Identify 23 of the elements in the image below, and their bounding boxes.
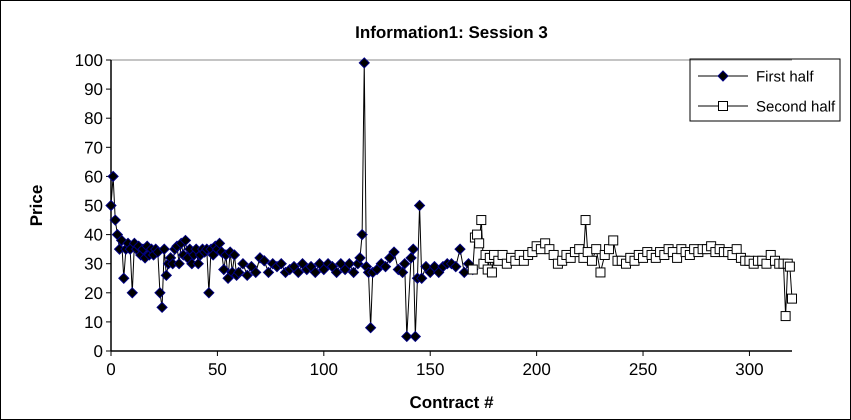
y-tick-label: 90 [84, 80, 103, 100]
y-tick-label: 100 [74, 50, 103, 70]
x-tick-label: 0 [106, 360, 116, 379]
y-tick-label: 40 [84, 226, 103, 245]
legend-label: Second half [756, 98, 836, 116]
y-tick-label: 70 [84, 138, 103, 158]
y-tick-label: 0 [94, 342, 103, 361]
x-tick-label: 200 [522, 360, 551, 379]
x-axis-title: Contract # [409, 393, 494, 412]
y-tick-label: 30 [84, 254, 103, 274]
y-tick-label: 10 [84, 312, 103, 332]
x-tick-label: 100 [310, 360, 338, 379]
y-tick-label: 50 [84, 196, 103, 216]
y-axis-title: Price [27, 184, 46, 226]
y-tick-label: 60 [84, 167, 103, 186]
x-tick-label: 250 [628, 360, 658, 379]
x-tick-label: 50 [208, 360, 227, 379]
x-tick-label: 300 [735, 360, 764, 379]
y-tick-label: 80 [84, 109, 103, 128]
legend-label: First half [756, 68, 814, 86]
chart-title: Information1: Session 3 [355, 23, 548, 42]
x-tick-label: 150 [416, 360, 444, 379]
y-tick-label: 20 [84, 284, 103, 303]
